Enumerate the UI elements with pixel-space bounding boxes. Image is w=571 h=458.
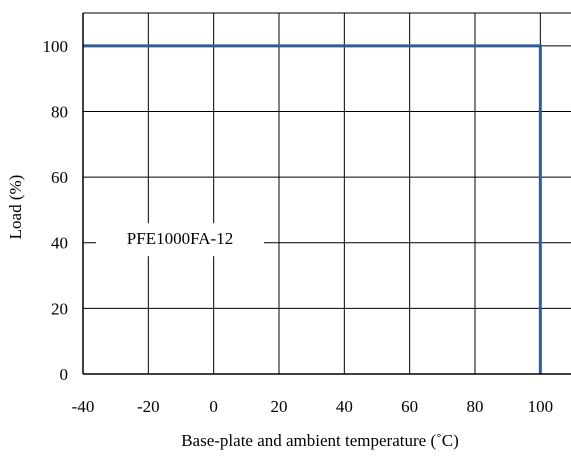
y-tick-label: 40 (51, 234, 68, 253)
series-line-pfe1000fa-12 (83, 44, 542, 374)
annotation-layer: PFE1000FA-12 (96, 223, 264, 257)
x-axis-title: Base-plate and ambient temperature (˚C) (181, 431, 459, 450)
plot-frame (82, 12, 571, 375)
grid-lines (83, 13, 571, 374)
x-tick-label: 80 (467, 397, 484, 416)
y-tick-label: 60 (51, 168, 68, 187)
tick-labels: 0 20 40 60 80 100 -40 -20 0 20 40 60 80 100 (43, 37, 554, 416)
annotation-background (96, 223, 264, 257)
series-annotation-label: PFE1000FA-12 (127, 229, 233, 248)
x-tick-label: 0 (209, 397, 218, 416)
series-layer (83, 44, 542, 374)
y-tick-label: 0 (60, 365, 69, 384)
y-tick-label: 20 (51, 299, 68, 318)
x-tick-label: 100 (528, 397, 554, 416)
x-tick-label: -40 (72, 397, 95, 416)
x-tick-label: -20 (137, 397, 160, 416)
x-tick-label: 60 (401, 397, 418, 416)
x-tick-label: 40 (336, 397, 353, 416)
x-tick-label: 20 (271, 397, 288, 416)
y-axis-title: Load (%) (6, 175, 25, 240)
y-tick-label: 80 (51, 102, 68, 121)
y-tick-label: 100 (43, 37, 69, 56)
